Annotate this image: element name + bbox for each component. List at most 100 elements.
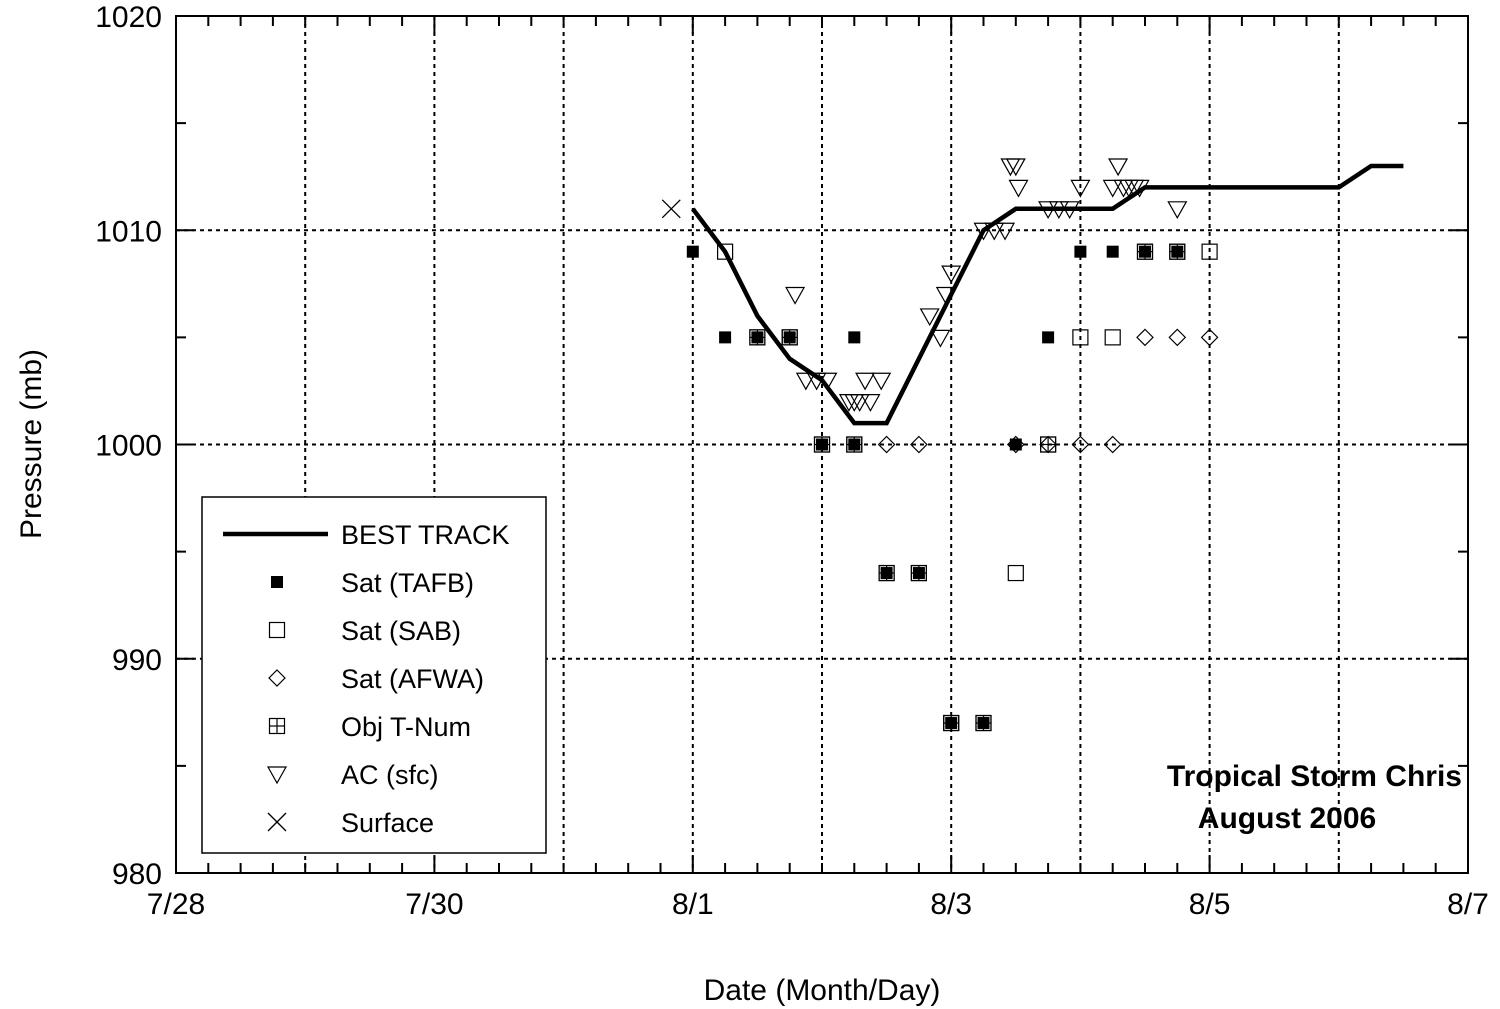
series-sat-sab xyxy=(716,243,1218,732)
data-point xyxy=(1167,201,1188,220)
data-point xyxy=(1103,435,1122,454)
legend-swatch xyxy=(267,812,287,832)
x-tick-label: 7/28 xyxy=(147,888,205,921)
data-point xyxy=(661,199,681,219)
data-point xyxy=(813,436,831,453)
data-point xyxy=(1102,179,1123,198)
data-point xyxy=(1008,179,1029,198)
data-point xyxy=(1104,329,1121,346)
axis-ticks xyxy=(175,15,1469,874)
data-point xyxy=(1071,435,1090,454)
data-point xyxy=(1106,245,1119,258)
data-point xyxy=(1070,179,1091,198)
x-tick-label: 8/5 xyxy=(1189,888,1231,921)
marker-x-stroke xyxy=(661,199,681,219)
legend-box xyxy=(201,496,547,854)
legend-item-best-track: BEST TRACK xyxy=(223,520,510,550)
data-point xyxy=(1006,435,1025,454)
series xyxy=(661,158,1404,732)
chart-title: Tropical Storm Chris xyxy=(1167,760,1462,793)
data-point xyxy=(855,372,876,391)
data-point xyxy=(1200,328,1219,347)
data-point xyxy=(1129,179,1150,198)
legend-label: Surface xyxy=(341,808,434,838)
legend-item-sat-afwa: Sat (AFWA) xyxy=(268,664,484,694)
data-point xyxy=(1136,328,1154,347)
y-tick-label: 1000 xyxy=(95,430,162,463)
series-best-track xyxy=(691,163,1404,426)
data-point xyxy=(1059,201,1080,220)
data-point xyxy=(817,372,838,391)
legend-swatch xyxy=(271,576,283,588)
data-point xyxy=(877,435,896,454)
series-sat-afwa xyxy=(877,328,1219,454)
x-tick-labels: 7/28 7/30 8/1 8/3 8/5 8/7 xyxy=(147,888,1489,921)
legend-item-obj-t-num: Obj T-Num xyxy=(268,712,471,742)
data-point xyxy=(1005,158,1026,177)
data-point xyxy=(943,714,960,732)
data-point xyxy=(716,243,734,260)
legend-label: AC (sfc) xyxy=(341,760,439,790)
y-tick-labels: 980 990 1000 1010 1020 xyxy=(95,1,162,891)
series-obj-t-num xyxy=(749,243,1186,732)
data-point xyxy=(1169,243,1186,260)
y-tick-label: 980 xyxy=(112,858,162,891)
legend-label: Sat (TAFB) xyxy=(341,568,474,598)
data-point xyxy=(973,222,994,241)
data-point xyxy=(1048,201,1069,220)
data-point xyxy=(1168,328,1187,347)
legend: BEST TRACK Sat (TAFB) Sat (SAB) Sat (AFWA) O… xyxy=(201,496,547,854)
data-point xyxy=(849,394,870,412)
data-point xyxy=(1039,436,1057,453)
y-tick-label: 990 xyxy=(112,644,162,677)
x-tick-label: 7/30 xyxy=(405,888,463,921)
x-tick-label: 8/3 xyxy=(930,888,972,921)
data-point xyxy=(910,564,928,582)
legend-item-ac-sfc: AC (sfc) xyxy=(266,760,439,790)
legend-label: Sat (SAB) xyxy=(341,616,461,646)
data-point xyxy=(1108,158,1129,177)
data-point xyxy=(1201,243,1218,260)
data-point xyxy=(785,286,806,305)
legend-label: BEST TRACK xyxy=(341,520,510,550)
data-point xyxy=(930,329,951,348)
data-point xyxy=(1038,201,1059,220)
legend-item-sat-tafb: Sat (TAFB) xyxy=(271,568,474,598)
data-point xyxy=(941,265,962,284)
data-point xyxy=(1074,245,1087,258)
legend-swatch xyxy=(266,766,288,785)
legend-item-sat-sab: Sat (SAB) xyxy=(268,616,461,646)
y-axis-label: Pressure (mb) xyxy=(15,349,48,539)
data-point xyxy=(806,372,827,391)
best-track-line xyxy=(691,163,1404,426)
data-point xyxy=(995,222,1016,241)
data-point xyxy=(1072,329,1089,346)
data-point xyxy=(749,329,766,346)
marker-x-stroke xyxy=(267,812,287,832)
legend-label: Sat (AFWA) xyxy=(341,664,484,694)
data-point xyxy=(919,308,940,327)
data-point xyxy=(1009,438,1022,451)
data-point xyxy=(975,714,992,732)
x-axis-label: Date (Month/Day) xyxy=(704,974,941,1007)
legend-swatch xyxy=(268,717,286,735)
data-point xyxy=(1042,331,1055,344)
chart-subtitle: August 2006 xyxy=(1198,802,1376,835)
legend-label: Obj T-Num xyxy=(341,712,471,742)
data-point xyxy=(878,564,895,582)
data-point xyxy=(686,245,699,258)
y-tick-label: 1020 xyxy=(95,1,162,34)
data-point xyxy=(848,331,861,344)
x-tick-label: 8/1 xyxy=(672,888,714,921)
legend-swatch xyxy=(268,669,286,687)
data-point xyxy=(871,372,892,391)
data-point xyxy=(1007,564,1024,582)
y-tick-label: 1010 xyxy=(95,215,162,248)
data-point xyxy=(719,331,732,344)
legend-item-surface: Surface xyxy=(267,808,434,838)
data-point xyxy=(781,329,798,346)
series-surface xyxy=(661,199,681,219)
data-point xyxy=(910,435,928,454)
data-point xyxy=(984,222,1005,241)
